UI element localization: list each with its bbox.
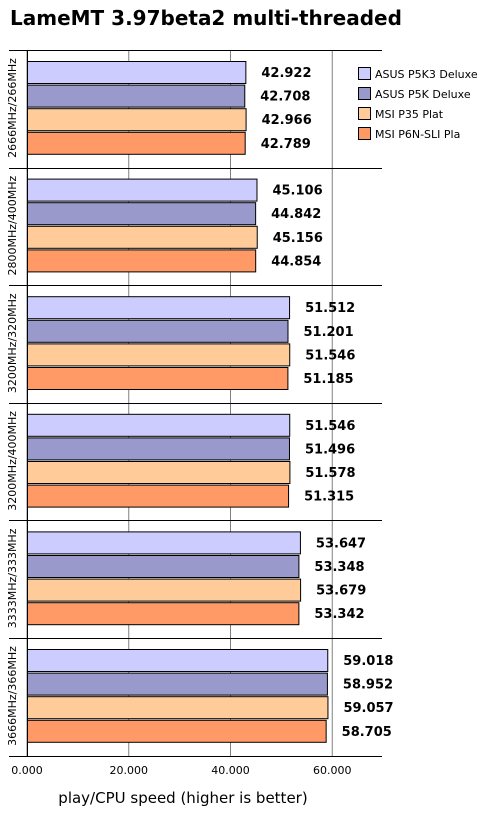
legend-label: MSI P6N-SLI Pla: [375, 128, 460, 141]
bar: [27, 225, 258, 249]
x-tick-label: 40.000: [211, 764, 250, 777]
bar: [27, 461, 291, 484]
data-label: 53.342: [314, 607, 364, 622]
category-label: 3666MHz/366MHz: [6, 646, 19, 746]
data-label: 51.496: [305, 442, 355, 457]
bar: [27, 61, 247, 84]
bar: [27, 555, 300, 578]
bar: [27, 672, 328, 696]
data-label: 42.789: [261, 137, 311, 152]
data-label: 44.842: [271, 207, 321, 222]
bar: [27, 131, 246, 155]
bar: [27, 178, 258, 202]
bar: [27, 437, 290, 461]
category-label: 3200MHz/320MHz: [6, 293, 19, 393]
data-label: 42.966: [262, 113, 312, 128]
data-label: 51.546: [305, 348, 355, 363]
bar: [27, 249, 257, 273]
data-label: 59.057: [343, 701, 393, 716]
data-label: 51.315: [304, 490, 354, 505]
data-label: 58.952: [343, 678, 393, 693]
legend-swatch: [358, 67, 371, 80]
x-tick-label: 60.000: [313, 764, 352, 777]
data-label: 42.708: [260, 90, 310, 105]
bar: [27, 719, 327, 743]
legend-label: ASUS P5K Deluxe: [375, 88, 471, 101]
data-label: 51.201: [303, 325, 353, 340]
data-label: 51.185: [303, 372, 353, 387]
data-label: 58.705: [342, 725, 392, 740]
data-label: 45.156: [273, 231, 323, 246]
category-label: 3200MHz/400MHz: [6, 411, 19, 511]
bar: [27, 649, 329, 672]
bar: [27, 413, 291, 437]
category-label: 3333MHz/333MHz: [6, 528, 19, 628]
data-label: 51.546: [305, 419, 355, 434]
bar: [27, 84, 246, 108]
legend-swatch: [358, 87, 371, 100]
data-label: 44.854: [271, 254, 321, 269]
x-axis-label: play/CPU speed (higher is better): [58, 789, 307, 807]
x-tick-label: 20.000: [110, 764, 149, 777]
bar: [27, 108, 247, 132]
legend-label: ASUS P5K3 Deluxe: [375, 68, 478, 81]
data-label: 53.679: [316, 584, 366, 599]
bar: [27, 367, 289, 390]
bar: [27, 296, 291, 320]
data-label: 53.348: [314, 560, 364, 575]
data-label: 45.106: [272, 184, 322, 199]
legend-swatch: [358, 107, 371, 120]
legend-swatch: [358, 127, 371, 140]
category-label: 2800MHz/400MHz: [6, 175, 19, 275]
bar: [27, 578, 302, 602]
chart-title: LameMT 3.97beta2 multi-threaded: [10, 6, 402, 30]
bar: [27, 343, 291, 367]
legend-label: MSI P35 Plat: [375, 108, 444, 121]
data-label: 51.512: [305, 301, 355, 316]
bar: [27, 602, 300, 626]
bar: [27, 531, 301, 555]
data-label: 42.922: [261, 66, 311, 81]
bar: [27, 319, 289, 343]
data-label: 59.018: [343, 654, 393, 669]
category-label: 2666MHz/266MHz: [6, 58, 19, 158]
bar: [27, 696, 329, 720]
bar: [27, 484, 290, 508]
bar: [27, 202, 257, 226]
data-label: 51.578: [305, 466, 355, 481]
data-label: 53.647: [316, 536, 366, 551]
x-tick-label: 0.000: [11, 764, 43, 777]
